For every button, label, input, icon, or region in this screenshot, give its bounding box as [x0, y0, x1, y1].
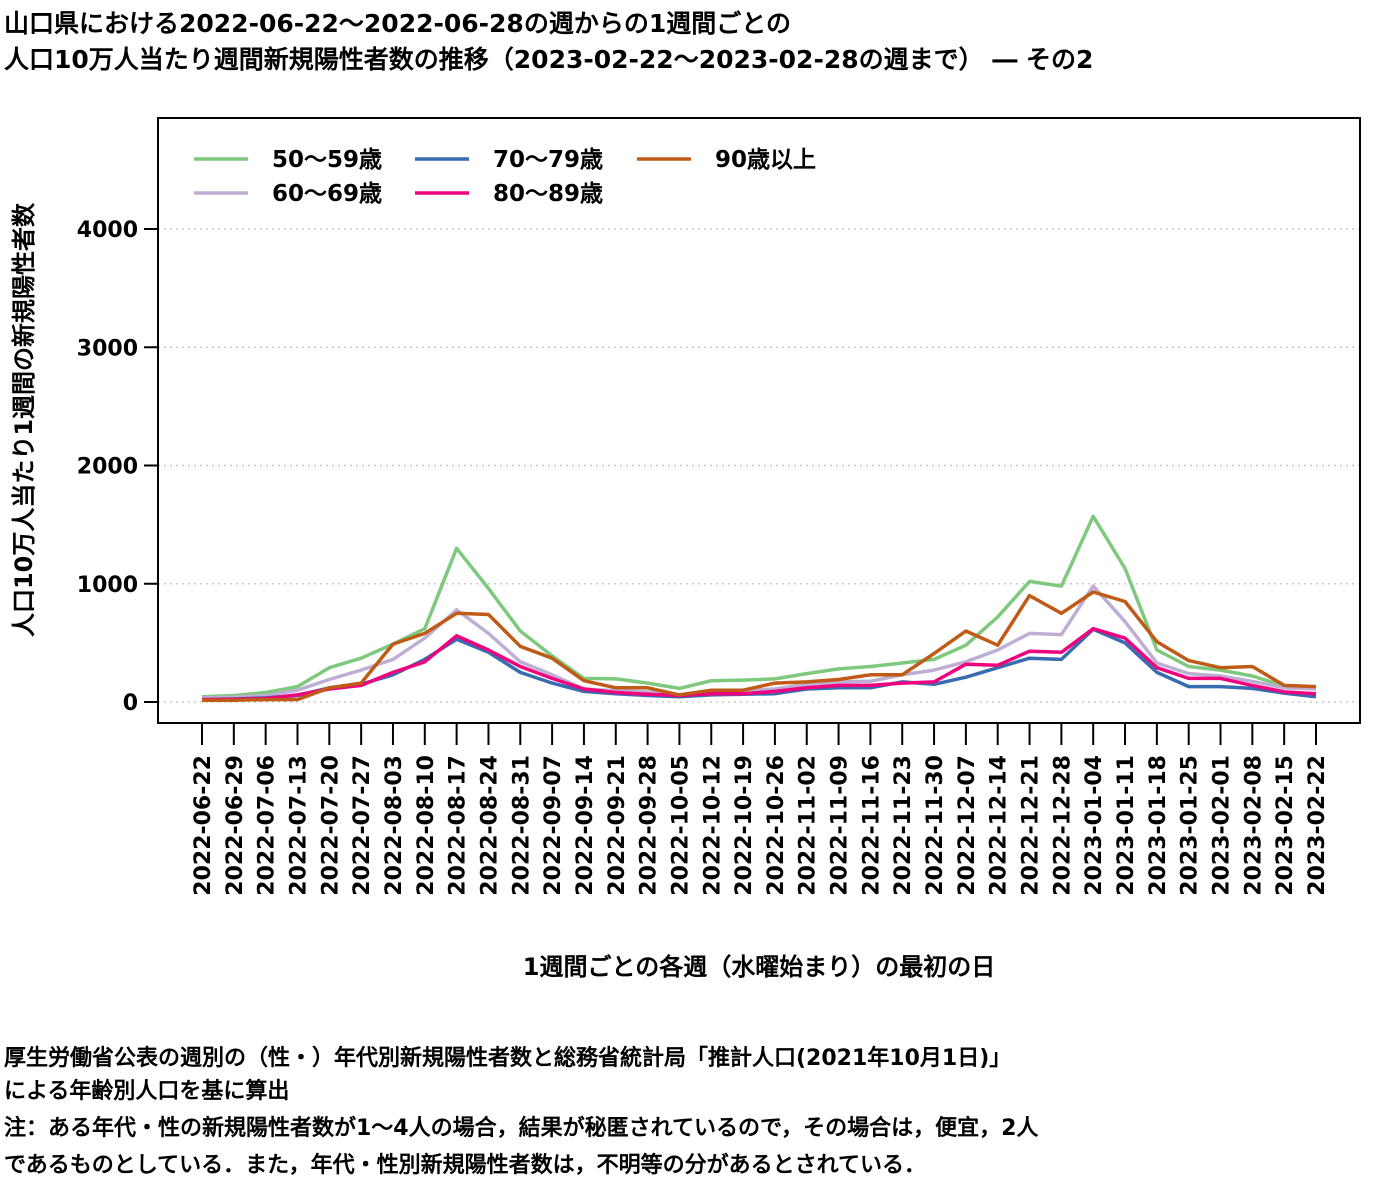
x-tick-label: 2022-08-31: [509, 755, 534, 896]
y-axis: 0 1000 2000 3000 4000: [77, 218, 158, 716]
source-note-line-2: による年齢別人口を基に算出: [4, 1079, 290, 1104]
x-tick-label: 2022-11-16: [859, 755, 884, 896]
plot-frame: [157, 117, 1361, 724]
legend-label: 80～89歳: [493, 181, 603, 207]
x-axis: 2022-06-22 2022-06-29 2022-07-06 2022-07-13…: [191, 723, 1330, 896]
x-tick-label: 2022-10-19: [732, 755, 757, 896]
series-line-2: [201, 584, 1317, 700]
legend-label: 50～59歳: [272, 147, 382, 173]
y-tick-label: 2000: [77, 455, 138, 480]
x-tick-label: 2022-12-14: [987, 755, 1012, 896]
legend-item-4: 80～89歳: [415, 181, 603, 207]
x-tick-label: 2022-11-09: [828, 755, 853, 896]
source-note-line-1: 厚生労働省公表の週別の（性・）年代別新規陽性者数と総務省統計局「推計人口(202…: [4, 1046, 1012, 1071]
x-tick-label: 2022-09-21: [605, 755, 630, 896]
legend-item-5: 90歳以上: [637, 147, 816, 173]
legend-label: 90歳以上: [715, 147, 816, 173]
y-tick-label: 3000: [77, 336, 138, 361]
x-tick-label: 2022-07-27: [350, 755, 375, 896]
series-line-4: [201, 626, 1317, 702]
y-tick-label: 0: [123, 691, 138, 716]
x-tick-label: 2022-06-29: [223, 755, 248, 896]
x-tick-label: 2022-08-24: [477, 755, 502, 896]
x-tick-label: 2023-01-11: [1114, 755, 1139, 896]
x-tick-label: 2022-11-02: [796, 755, 821, 896]
x-tick-label: 2023-02-08: [1241, 755, 1266, 896]
legend-item-1: 50～59歳: [194, 147, 382, 173]
legend-label: 70～79歳: [493, 147, 603, 173]
legend-item-3: 70～79歳: [415, 147, 603, 173]
x-axis-title: 1週間ごとの各週（水曜始まり）の最初の日: [523, 953, 995, 981]
x-tick-label: 2022-10-05: [668, 755, 693, 896]
x-tick-label: 2023-02-01: [1210, 755, 1235, 896]
x-tick-label: 2022-10-12: [700, 755, 725, 896]
y-tick-label: 4000: [77, 218, 138, 243]
x-tick-label: 2022-07-13: [286, 755, 311, 896]
x-tick-label: 2022-12-28: [1050, 755, 1075, 896]
x-tick-label: 2023-01-25: [1178, 755, 1203, 896]
chart-title-line-2: 人口10万人当たり週間新規陽性者数の推移（2023-02-22～2023-02-…: [4, 45, 1094, 74]
x-tick-label: 2022-07-06: [255, 755, 280, 896]
x-tick-label: 2023-01-18: [1146, 755, 1171, 896]
x-tick-label: 2022-09-07: [541, 755, 566, 896]
series-lines: [201, 514, 1317, 702]
chart-title-line-1: 山口県における2022-06-22～2022-06-28の週からの1週間ごとの: [4, 9, 791, 38]
y-tick-label: 1000: [77, 573, 138, 598]
x-tick-label: 2022-08-10: [414, 755, 439, 896]
x-tick-label: 2022-09-14: [573, 755, 598, 896]
x-tick-label: 2022-08-17: [446, 755, 471, 896]
legend-label: 60～69歳: [272, 181, 382, 207]
x-tick-label: 2022-10-26: [764, 755, 789, 896]
x-tick-label: 2022-07-20: [318, 755, 343, 896]
x-tick-label: 2023-01-04: [1082, 755, 1107, 896]
x-tick-label: 2022-12-21: [1019, 755, 1044, 896]
x-tick-label: 2022-11-30: [923, 755, 948, 896]
legend-item-2: 60～69歳: [194, 181, 382, 207]
x-tick-label: 2022-12-07: [955, 755, 980, 896]
x-tick-label: 2023-02-15: [1273, 755, 1298, 896]
x-tick-label: 2022-08-03: [382, 755, 407, 896]
x-tick-label: 2022-09-28: [637, 755, 662, 896]
legend: 50～59歳 60～69歳 70～79歳 80～89歳 90歳以上: [194, 147, 816, 207]
series-line-1: [201, 514, 1317, 699]
footnote-line-1: 注：ある年代・性の新規陽性者数が1～4人の場合，結果が秘匿されているので，その場…: [4, 1116, 1039, 1141]
series-line-5: [202, 590, 1317, 702]
x-tick-label: 2023-02-22: [1305, 755, 1330, 896]
y-axis-title: 人口10万人当たり1週間の新規陽性者数: [10, 202, 38, 637]
footnote-line-2: であるものとしている．また，年代・性別新規陽性者数は，不明等の分があるとされてい…: [4, 1153, 927, 1178]
x-tick-label: 2022-06-22: [191, 755, 216, 896]
gridlines: [158, 228, 1360, 703]
x-tick-label: 2022-11-23: [891, 755, 916, 896]
